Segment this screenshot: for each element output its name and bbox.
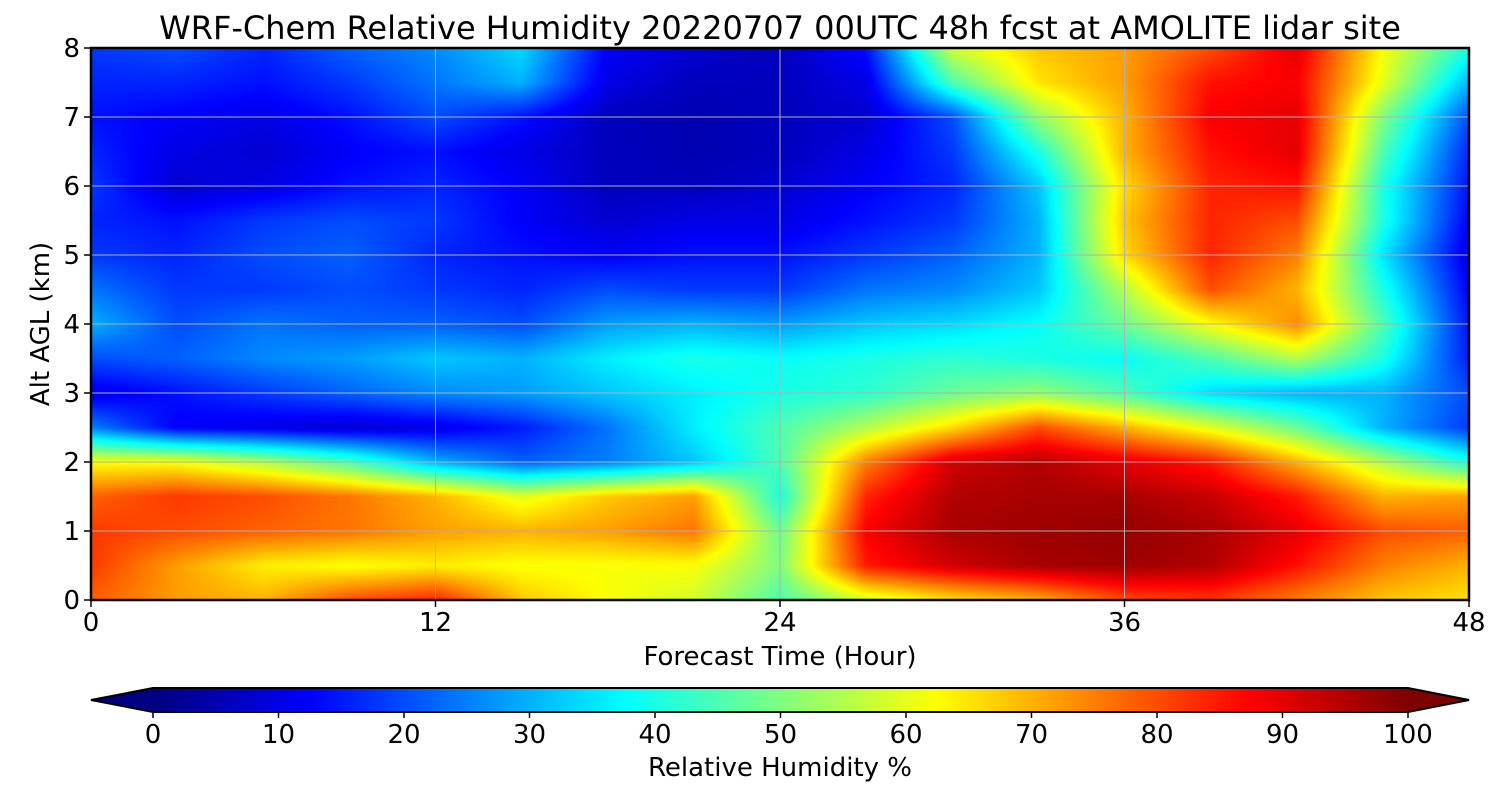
y-tick-label: 1 [63,517,80,547]
y-tick-label: 4 [63,310,80,340]
chart-title: WRF-Chem Relative Humidity 20220707 00UT… [159,9,1401,47]
colorbar-tick-label: 60 [889,720,922,750]
grid-lines [91,48,1469,600]
colorbar-label: Relative Humidity % [648,753,912,783]
colorbar-tick-label: 40 [638,720,671,750]
colorbar-tick-label: 0 [145,720,162,750]
y-tick-label: 0 [63,586,80,616]
x-axis-label: Forecast Time (Hour) [643,642,916,672]
colorbar-tick-label: 20 [387,720,420,750]
y-tick-label: 8 [63,34,80,64]
colorbar-ticks: 0 10 20 30 40 50 60 70 80 90 100 [145,712,1433,750]
y-axis: 0 1 2 3 4 5 6 7 8 [63,34,91,616]
x-tick-label: 36 [1108,608,1141,638]
x-tick-label: 12 [419,608,452,638]
colorbar-min-extension [91,688,153,712]
colorbar-tick-label: 100 [1383,720,1433,750]
colorbar-tick-label: 80 [1140,720,1173,750]
y-axis-label: Alt AGL (km) [26,242,56,406]
y-tick-label: 2 [63,448,80,478]
colorbar-max-extension [1408,688,1469,712]
x-tick-label: 0 [83,608,100,638]
y-tick-label: 7 [63,103,80,133]
colorbar-tick-label: 30 [513,720,546,750]
x-axis: 0 12 24 36 48 [83,600,1486,638]
colorbar: 0 10 20 30 40 50 60 70 80 90 100 Relative Humidity… [90,687,1470,783]
colorbar-tick-label: 10 [262,720,295,750]
x-tick-label: 24 [763,608,796,638]
colorbar-gradient [153,688,1408,712]
colorbar-tick-label: 90 [1266,720,1299,750]
colorbar-tick-label: 50 [764,720,797,750]
y-tick-label: 5 [63,241,80,271]
colorbar-tick-label: 70 [1015,720,1048,750]
x-tick-label: 48 [1452,608,1485,638]
y-tick-label: 3 [63,379,80,409]
y-tick-label: 6 [63,172,80,202]
